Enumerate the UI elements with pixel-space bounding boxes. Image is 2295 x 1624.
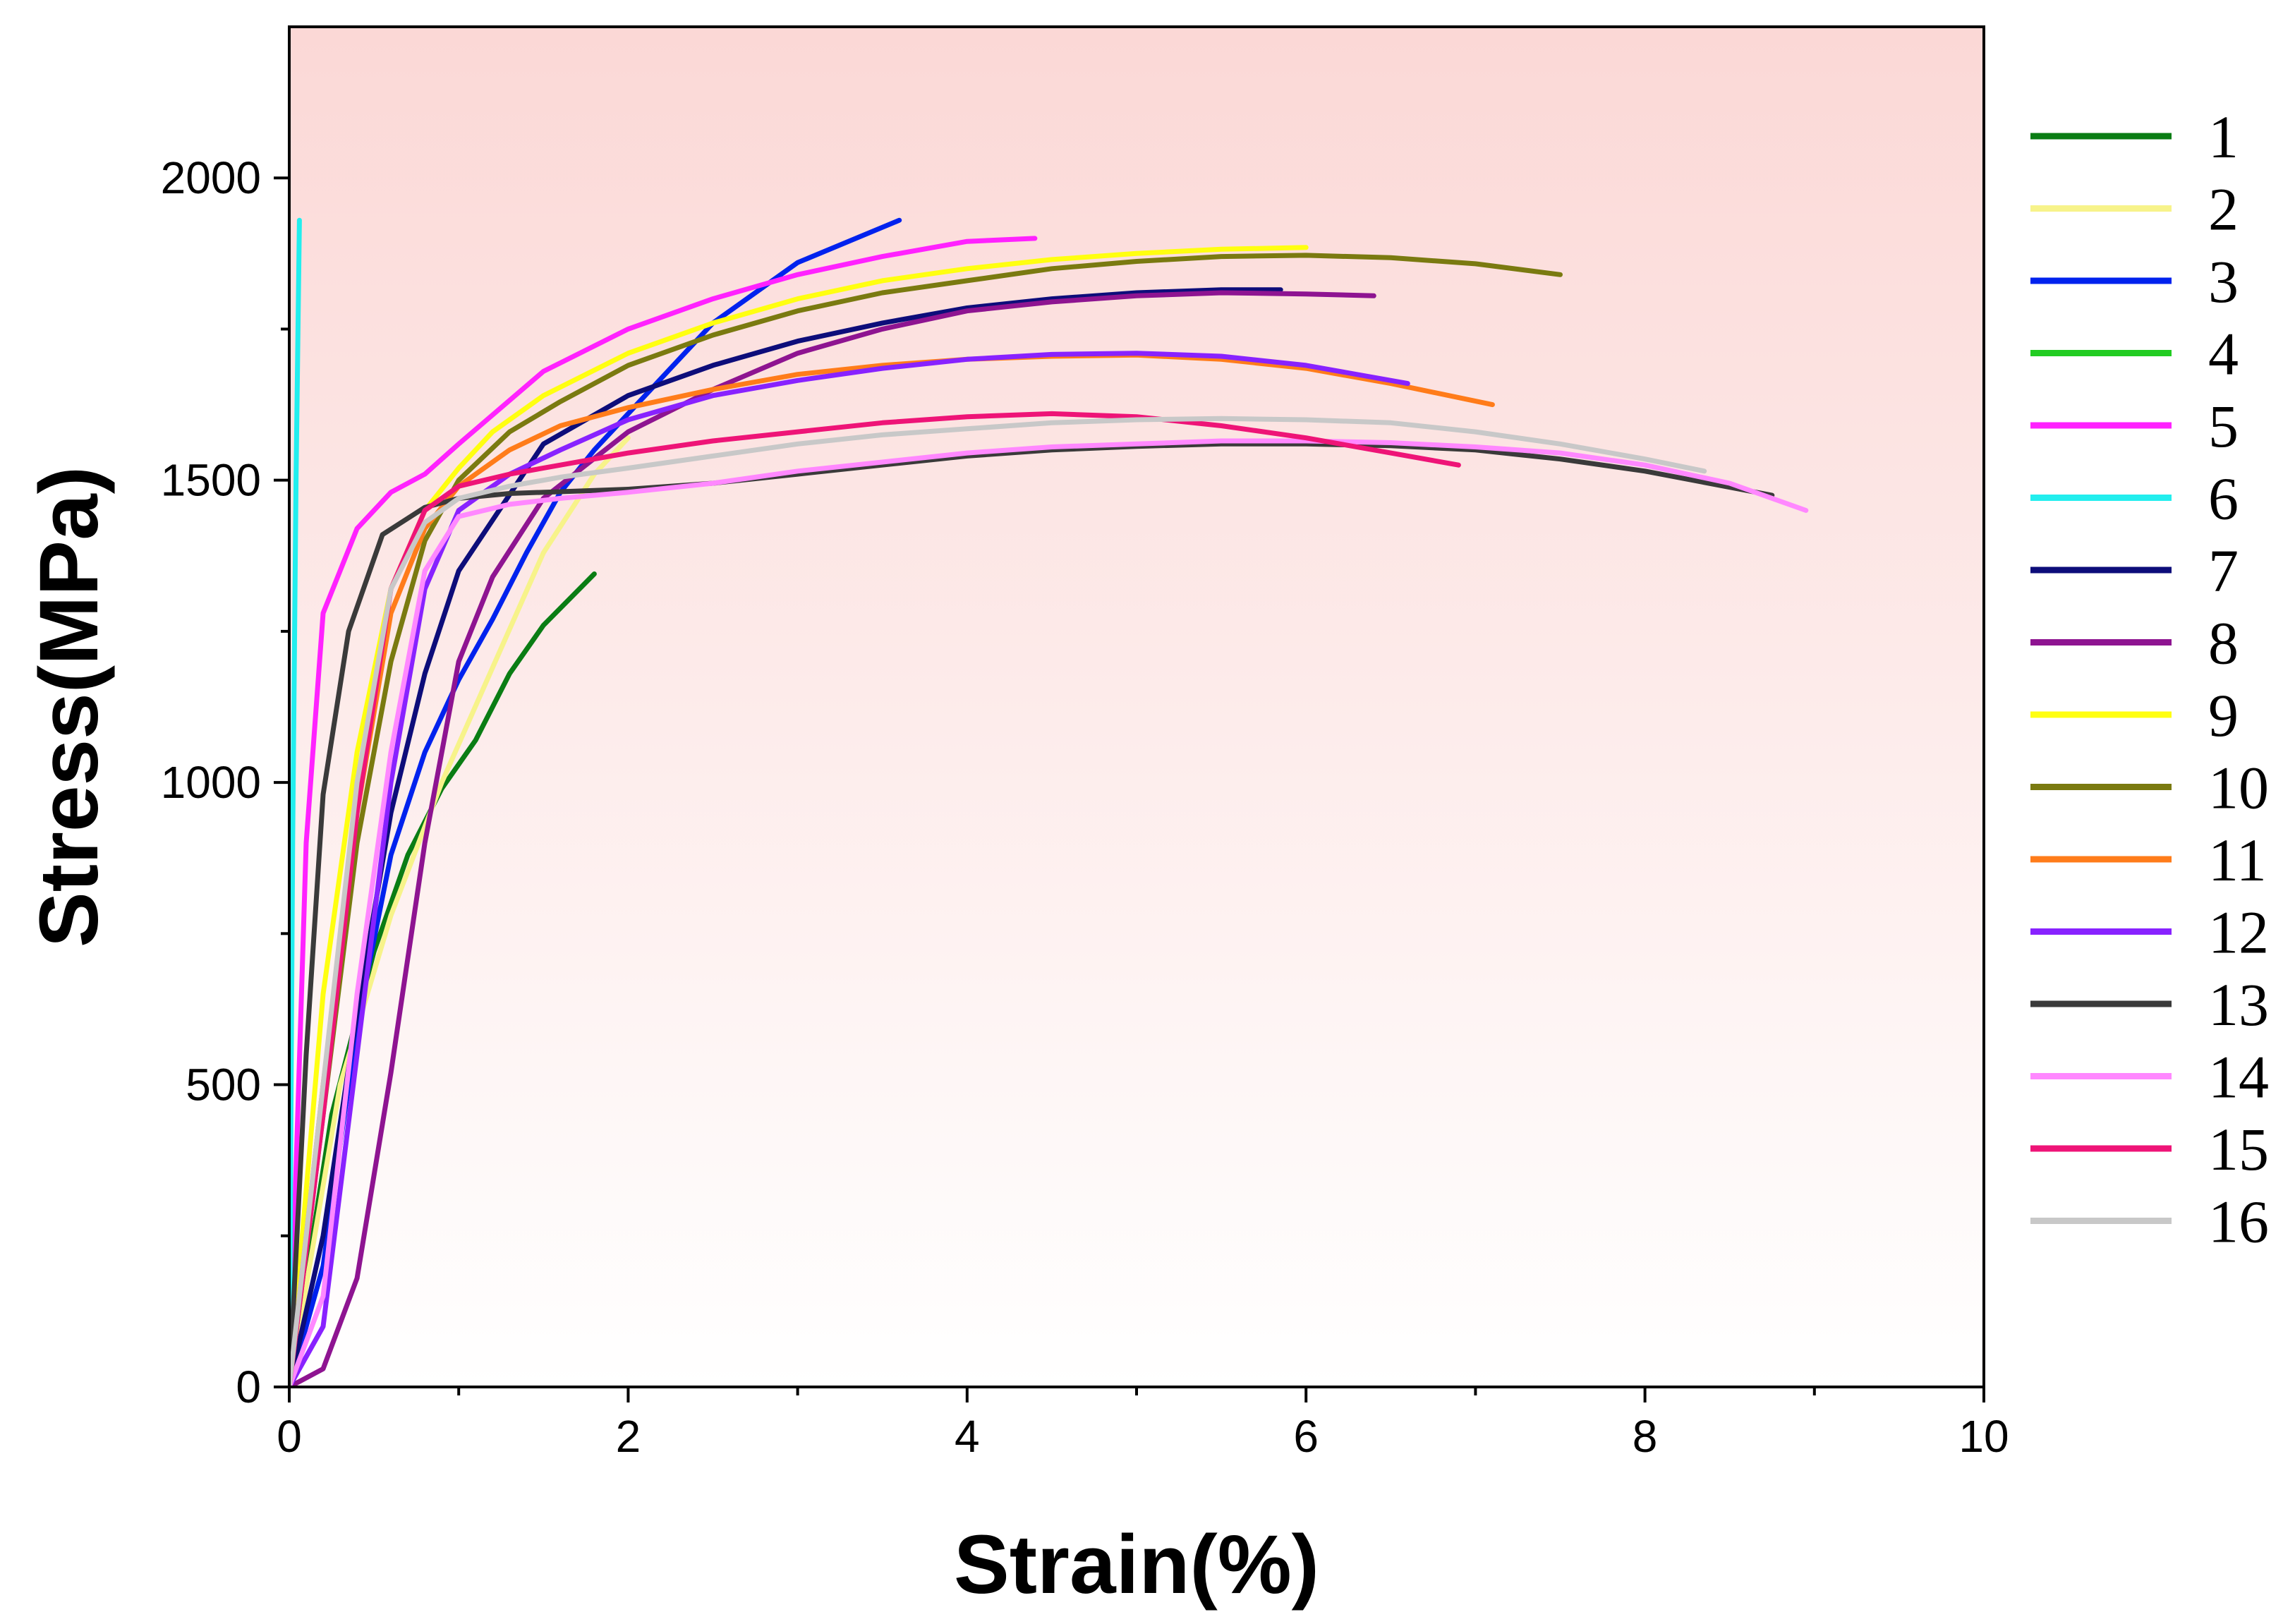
- legend-label: 8: [2208, 610, 2239, 677]
- series-line-13: [289, 441, 1775, 1387]
- legend-label: 16: [2208, 1188, 2269, 1256]
- legend-label: 11: [2208, 826, 2267, 894]
- legend-label: 14: [2208, 1043, 2269, 1111]
- legend-label: 1: [2208, 103, 2239, 171]
- series-line-16: [289, 416, 1707, 1387]
- x-tick-label: 0: [277, 1411, 302, 1462]
- series-line-11: [289, 352, 1495, 1387]
- series-line-8: [289, 290, 1376, 1387]
- series-line-5: [289, 236, 1038, 1387]
- x-tick-label: 6: [1293, 1411, 1319, 1462]
- y-tick-label: 2000: [161, 152, 261, 203]
- series-line-12: [289, 351, 1410, 1387]
- series-line-14: [289, 438, 1809, 1387]
- legend-label: 5: [2208, 392, 2239, 460]
- y-axis: 0 500 1000 1500 2000: [161, 152, 289, 1412]
- legend-label: 10: [2208, 754, 2269, 822]
- x-axis-title: Strain(%): [954, 1518, 1319, 1611]
- legend-label: 13: [2208, 971, 2269, 1038]
- legend-label: 9: [2208, 681, 2239, 749]
- x-tick-label: 4: [955, 1411, 980, 1462]
- legend-label: 6: [2208, 465, 2239, 533]
- y-tick-label: 1000: [161, 757, 261, 808]
- y-tick-label: 1500: [161, 455, 261, 506]
- series-line-10: [289, 253, 1563, 1387]
- series-layer: [289, 217, 1809, 1387]
- x-axis: 0 2 4 6 8 10: [277, 1387, 2009, 1462]
- series-line-6: [289, 217, 302, 1387]
- x-tick-label: 8: [1633, 1411, 1658, 1462]
- x-tick-label: 10: [1958, 1411, 2009, 1462]
- y-tick-label: 0: [236, 1362, 261, 1412]
- legend-label: 3: [2208, 248, 2239, 315]
- legend-label: 7: [2208, 537, 2239, 605]
- legend-label: 2: [2208, 176, 2239, 243]
- plot-background: [289, 27, 1984, 1387]
- x-tick-label: 2: [616, 1411, 641, 1462]
- legend-label: 15: [2208, 1115, 2269, 1183]
- legend-label: 12: [2208, 899, 2269, 966]
- y-tick-label: 500: [186, 1060, 261, 1110]
- y-axis-title: Stress(MPa): [23, 466, 116, 947]
- legend-label: 4: [2208, 320, 2239, 388]
